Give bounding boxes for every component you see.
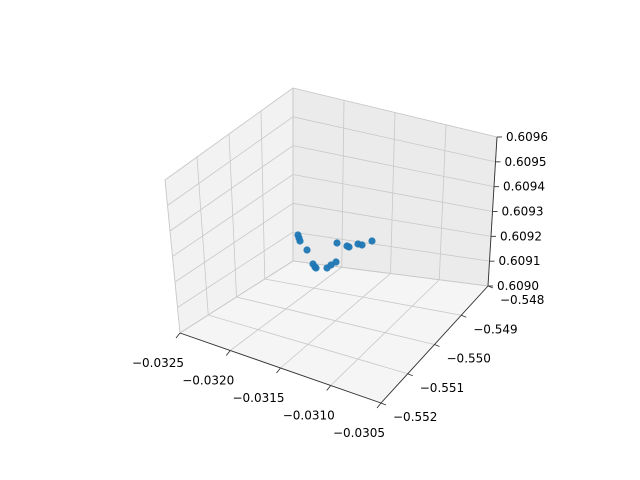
x-tick-label: −0.0310 bbox=[283, 409, 335, 423]
z-tick-label: 0.6090 bbox=[497, 279, 539, 293]
data-point bbox=[332, 258, 340, 266]
x-tick bbox=[276, 367, 281, 374]
grid-z bbox=[164, 87, 498, 181]
z-tick-label: 0.6091 bbox=[499, 254, 541, 268]
z-tick-label: 0.6096 bbox=[506, 130, 548, 144]
grid-z bbox=[167, 116, 496, 206]
grid-z bbox=[172, 174, 493, 257]
y-tick-label: −0.548 bbox=[500, 293, 544, 307]
x-tick-label: −0.0305 bbox=[333, 426, 385, 440]
data-points bbox=[294, 231, 376, 272]
x-tick-label: −0.0315 bbox=[232, 391, 284, 405]
y-tick bbox=[434, 344, 440, 347]
data-point bbox=[312, 264, 320, 272]
x-tick-label: −0.0320 bbox=[182, 374, 234, 388]
data-point bbox=[303, 246, 311, 254]
y-tick-label: −0.551 bbox=[420, 381, 464, 395]
grid-z bbox=[169, 145, 495, 232]
grid-z bbox=[174, 202, 492, 283]
z-tick-label: 0.6094 bbox=[503, 180, 545, 194]
z-tick-label: 0.6093 bbox=[502, 205, 544, 219]
y-tick-label: −0.549 bbox=[473, 322, 517, 336]
z-tick-label: 0.6092 bbox=[500, 229, 542, 243]
tick-labels: −0.0325 −0.0320 −0.0315 −0.0310 −0.0305 −0.55… bbox=[132, 130, 548, 440]
x-tick-label: −0.0325 bbox=[132, 356, 184, 370]
axis-lines bbox=[175, 136, 502, 409]
data-point bbox=[368, 237, 376, 245]
grid-y-floor bbox=[264, 278, 462, 316]
y-tick bbox=[407, 373, 413, 377]
data-point bbox=[333, 239, 341, 247]
z-tick-label: 0.6095 bbox=[505, 155, 547, 169]
data-point bbox=[345, 243, 353, 251]
axis-panes bbox=[164, 87, 498, 404]
data-point bbox=[296, 237, 304, 245]
x-tick bbox=[175, 332, 181, 339]
y-tick-label: −0.552 bbox=[393, 410, 437, 424]
x-tick bbox=[376, 402, 382, 409]
x-tick bbox=[326, 385, 332, 391]
grid-y-floor bbox=[236, 296, 435, 345]
grid-z bbox=[177, 231, 490, 308]
grid-z bbox=[179, 260, 489, 334]
y-tick bbox=[461, 314, 467, 318]
y-tick-label: −0.550 bbox=[447, 352, 491, 366]
x-tick bbox=[225, 350, 231, 356]
y-tick bbox=[380, 402, 387, 406]
grid-y-floor bbox=[208, 314, 408, 375]
data-point bbox=[358, 241, 366, 249]
